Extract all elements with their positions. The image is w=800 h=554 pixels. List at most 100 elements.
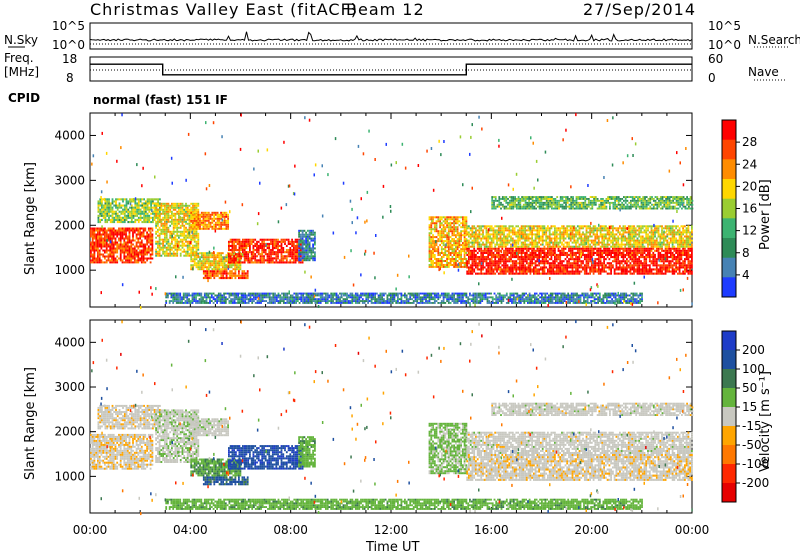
power-cell <box>489 272 491 275</box>
power-cell <box>497 231 500 234</box>
power-cell <box>220 258 222 261</box>
power-cell <box>228 242 230 245</box>
power-cell <box>451 258 454 260</box>
power-cell <box>612 251 614 254</box>
power-cell <box>165 240 168 243</box>
power-cell <box>157 200 159 203</box>
power-cell <box>496 266 498 269</box>
power-cell <box>447 242 450 245</box>
power-cell <box>135 253 138 256</box>
power-cell <box>231 242 234 245</box>
power-cell <box>208 272 210 275</box>
power-cell <box>447 228 450 231</box>
power-cell <box>146 200 149 203</box>
power-cell <box>97 259 99 262</box>
power-cell <box>137 206 140 209</box>
power-cell <box>662 268 665 271</box>
velocity-colorbar-tick-label: 200 <box>742 343 765 357</box>
power-cell <box>561 231 563 234</box>
power-cell <box>183 244 186 247</box>
power-cell <box>473 260 476 263</box>
power-cell <box>460 244 462 247</box>
power-cell <box>186 208 189 211</box>
power-cell <box>575 272 577 275</box>
power-cell <box>490 249 493 252</box>
power-cell <box>561 268 563 271</box>
power-cell <box>508 251 511 254</box>
power-cell <box>252 255 255 258</box>
power-cell <box>428 246 431 249</box>
power-cell <box>471 251 474 254</box>
power-cell <box>446 256 448 258</box>
power-cell <box>620 247 623 250</box>
power-cell <box>583 247 586 250</box>
power-cell <box>282 240 285 243</box>
power-cell <box>285 255 288 258</box>
power-cell <box>499 239 502 242</box>
power-cell <box>536 233 539 236</box>
power-cell <box>590 266 593 269</box>
power-cell <box>469 253 472 256</box>
power-cell <box>641 247 644 250</box>
power-cell <box>294 244 297 247</box>
power-cell <box>90 243 92 246</box>
power-cell <box>659 260 662 263</box>
power-cell <box>254 242 257 245</box>
power-cell <box>127 210 130 213</box>
power-cell <box>559 231 562 234</box>
power-cell <box>636 268 639 271</box>
power-cell <box>299 233 302 236</box>
power-cell <box>487 266 490 269</box>
power-cell <box>428 240 431 243</box>
power-cell <box>466 247 469 250</box>
power-cell <box>480 253 483 256</box>
power-cell <box>597 249 600 252</box>
power-cell <box>555 233 558 236</box>
power-cell <box>490 251 493 254</box>
power-cell <box>213 274 216 277</box>
power-cell <box>119 255 122 258</box>
power-cell <box>234 264 236 267</box>
power-cell <box>468 233 470 236</box>
power-cell <box>463 262 466 264</box>
power-cell <box>455 242 457 245</box>
power-cell <box>204 217 207 220</box>
power-cell <box>550 264 553 267</box>
power-cell <box>554 247 556 250</box>
power-cell <box>140 241 143 244</box>
power-cell <box>132 233 134 236</box>
power-cell <box>223 260 226 263</box>
power-cell <box>264 238 267 241</box>
power-cell <box>501 245 504 248</box>
power-cell <box>456 220 459 223</box>
power-cell <box>508 249 511 252</box>
power-cell <box>483 247 486 250</box>
power-cell <box>179 252 182 255</box>
power-cell <box>511 256 514 259</box>
power-cell <box>126 239 129 242</box>
power-cell <box>462 258 464 260</box>
power-cell <box>638 260 641 263</box>
power-cell <box>531 231 533 234</box>
power-cell <box>188 236 191 239</box>
power-cell <box>125 233 127 236</box>
power-cell <box>252 244 255 247</box>
power-cell <box>585 247 588 250</box>
power-cell <box>104 235 106 238</box>
power-cell <box>437 240 440 243</box>
power-cell <box>176 234 179 237</box>
power-cell <box>518 233 521 236</box>
power-cell <box>310 255 313 258</box>
power-cell <box>608 266 611 269</box>
power-cell <box>483 245 486 248</box>
power-cell <box>518 268 521 271</box>
power-cell <box>174 220 177 223</box>
power-cell <box>462 242 464 245</box>
power-cell <box>282 255 285 258</box>
power-cell <box>463 228 466 231</box>
power-cell <box>183 226 186 229</box>
power-cell <box>529 264 532 267</box>
power-cell <box>503 260 505 263</box>
xaxis-tick-label: 16:00 <box>474 523 509 537</box>
power-cell <box>571 253 574 256</box>
